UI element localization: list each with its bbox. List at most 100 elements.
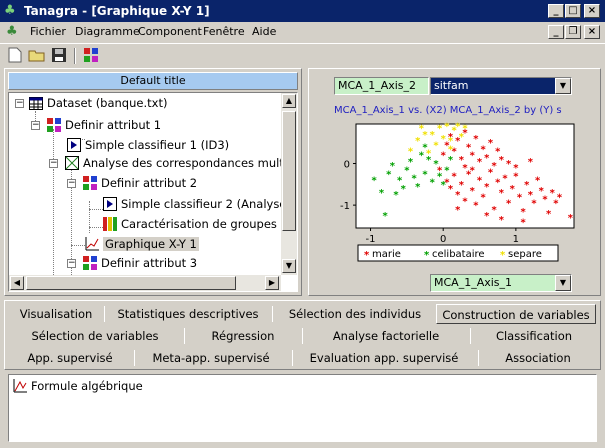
scatter-point-marie: * (455, 136, 461, 147)
close-button[interactable]: × (584, 4, 600, 18)
tree-vertical-scrollbar[interactable]: ▲ ▼ (281, 93, 297, 275)
tree-item-caracterisation[interactable]: Caractérisation de groupes (103, 215, 277, 233)
scatter-point-marie: * (470, 151, 476, 162)
scatter-point-marie: * (451, 172, 457, 183)
scatter-point-marie: * (506, 199, 512, 210)
tree-expander-3[interactable]: − (49, 158, 58, 168)
y-axis-select[interactable]: MCA_1_Axis_2 (334, 77, 429, 95)
legend-box (357, 244, 559, 262)
scroll-up-button[interactable]: ▲ (282, 94, 296, 108)
scatter-point-celibataire: * (437, 172, 443, 183)
scatter-point-celibataire: * (426, 155, 432, 166)
diagram-tree[interactable]: − Dataset (banque.txt) − Definir attribu… (8, 92, 298, 292)
scatter-point-separe: * (444, 122, 450, 133)
tab-visualisation[interactable]: Visualisation (19, 307, 93, 321)
child-close-button[interactable]: × (584, 25, 600, 39)
palm-tree-icon[interactable]: ♣ (6, 24, 18, 39)
tab-classification[interactable]: Classification (495, 329, 573, 343)
scatter-point-marie: * (553, 199, 559, 210)
component-formule-algebrique[interactable]: Formule algébrique (13, 377, 143, 395)
title-bar[interactable]: ♣ Tanagra - [Graphique X-Y 1] _ □ × (0, 0, 605, 22)
scatter-point-marie: * (473, 134, 479, 145)
tab-regression[interactable]: Régression (211, 329, 275, 343)
new-file-icon[interactable] (6, 47, 24, 65)
menu-component[interactable]: Component (138, 25, 202, 38)
scatter-point-celibataire: * (415, 182, 421, 193)
component-list[interactable]: Formule algébrique (8, 374, 597, 442)
scatter-point-marie: * (539, 186, 545, 197)
scroll-down-button[interactable]: ▼ (282, 259, 296, 273)
maximize-button[interactable]: □ (565, 4, 581, 18)
scatter-point-celibataire: * (393, 190, 399, 201)
scatter-point-marie: * (535, 176, 541, 187)
scatter-point-separe: * (448, 136, 454, 147)
y-tick-label: 0 (344, 160, 350, 171)
tab-construction-variables[interactable]: Construction de variables (436, 304, 596, 324)
chevron-down-icon[interactable]: ▼ (555, 78, 571, 94)
tree-item-definir-attribut-3[interactable]: Definir attribut 3 (83, 254, 197, 272)
scatter-point-celibataire: * (444, 165, 450, 176)
scroll-left-button[interactable]: ◀ (10, 276, 24, 290)
x-tick-label: 1 (513, 234, 519, 245)
define-attribute-icon (83, 176, 97, 190)
scatter-point-marie: * (528, 190, 534, 201)
classifier-icon (103, 197, 117, 211)
scroll-right-button[interactable]: ▶ (265, 276, 279, 290)
tab-selection-variables[interactable]: Sélection de variables (31, 329, 159, 343)
open-folder-icon[interactable] (28, 47, 46, 65)
save-icon[interactable] (50, 47, 68, 65)
diagram-title[interactable]: Default title (8, 72, 298, 90)
tree-item-simple-classifieur-2[interactable]: Simple classifieur 2 (Analyse (103, 195, 286, 213)
scatter-point-marie: * (495, 178, 501, 189)
tab-association[interactable]: Association (505, 351, 571, 365)
scatter-point-separe: * (433, 140, 439, 151)
scatter-point-celibataire: * (430, 178, 436, 189)
scatter-point-celibataire: * (419, 151, 425, 162)
menu-aide[interactable]: Aide (252, 25, 277, 38)
scatter-point-marie: * (488, 167, 494, 178)
tab-selection-individus[interactable]: Sélection des individus (288, 307, 422, 321)
tab-analyse-factorielle[interactable]: Analyse factorielle (332, 329, 440, 343)
tree-item-dataset[interactable]: Dataset (banque.txt) (29, 94, 167, 112)
color-variable-select[interactable]: sitfam ▼ (430, 77, 572, 95)
define-attribute-icon (47, 118, 61, 132)
scatter-point-marie: * (437, 165, 443, 176)
menu-fichier[interactable]: Fichier (30, 25, 66, 38)
scatter-point-marie: * (466, 142, 472, 153)
menu-bar: ♣ Fichier Diagramme Component Fenêtre Ai… (0, 22, 605, 42)
child-restore-button[interactable]: ❐ (565, 25, 581, 39)
chevron-down-icon[interactable]: ▼ (555, 275, 571, 291)
child-minimize-button[interactable]: _ (548, 25, 564, 39)
scatter-point-marie: * (451, 147, 457, 158)
tree-expander-1[interactable]: − (31, 120, 40, 130)
tree-expander-4[interactable]: − (67, 178, 76, 188)
tab-statistiques-descriptives[interactable]: Statistiques descriptives (117, 307, 259, 321)
x-axis-select[interactable]: MCA_1_Axis_1 ▼ (430, 274, 572, 292)
scatter-point-celibataire: * (408, 157, 414, 168)
scatter-point-marie: * (459, 180, 465, 191)
tab-app-supervise[interactable]: App. supervisé (27, 351, 113, 365)
tree-horizontal-scrollbar[interactable]: ◀ ▶ (9, 275, 281, 291)
menu-diagramme[interactable]: Diagramme (75, 25, 140, 38)
tree-item-definir-attribut-1[interactable]: Definir attribut 1 (47, 116, 161, 134)
tree-item-definir-attribut-2[interactable]: Definir attribut 2 (83, 174, 197, 192)
hscroll-thumb[interactable] (26, 276, 236, 290)
tree-item-analyse-correspondances[interactable]: Analyse des correspondances mult (65, 154, 284, 172)
tab-meta-app-supervise[interactable]: Meta-app. supervisé (152, 351, 270, 365)
menu-fenetre[interactable]: Fenêtre (203, 25, 245, 38)
tree-expander-8[interactable]: − (67, 258, 76, 268)
table-icon (29, 97, 43, 111)
scatter-point-marie: * (510, 184, 516, 195)
scatter-plot[interactable]: 0-1 -1 0 1 *******************************… (330, 118, 590, 268)
tree-item-graphique-xy-1[interactable]: Graphique X-Y 1 (85, 235, 199, 253)
tree-item-simple-classifieur-1[interactable]: Simple classifieur 1 (ID3) (67, 136, 229, 154)
minimize-button[interactable]: _ (548, 4, 564, 18)
scatter-point-marie: * (499, 188, 505, 199)
tree-expander-0[interactable]: − (15, 98, 24, 108)
scatter-point-marie: * (473, 201, 479, 212)
tab-evaluation-app-supervise[interactable]: Evaluation app. supervisé (309, 351, 459, 365)
scatter-point-marie: * (550, 188, 556, 199)
scatter-point-marie: * (491, 161, 497, 172)
scroll-thumb[interactable] (282, 111, 296, 231)
execute-icon[interactable] (82, 47, 100, 65)
